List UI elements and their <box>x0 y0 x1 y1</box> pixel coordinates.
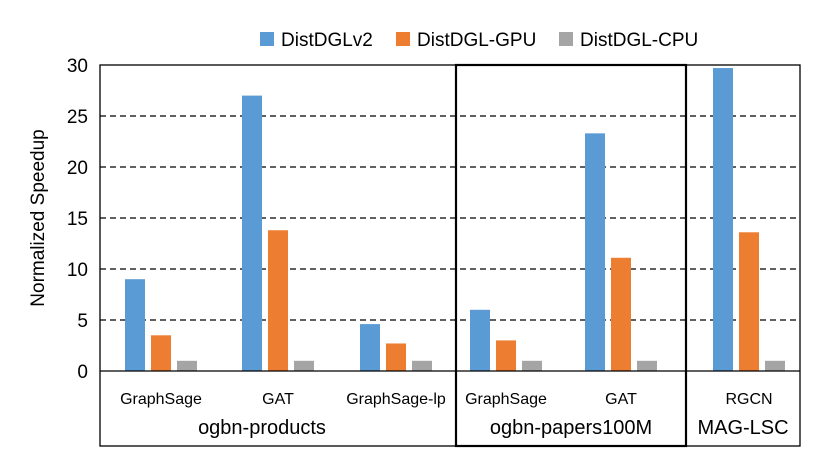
group-frame-mag-lsc <box>685 64 801 447</box>
group-labels: ogbn-products ogbn-papers100M MAG-LSC <box>198 417 789 439</box>
bar-distdglv2-0 <box>125 279 145 371</box>
bar-distdglv2-2 <box>360 324 380 371</box>
y-tick-label: 20 <box>67 158 88 179</box>
bar-distdgl-gpu-3 <box>496 340 516 371</box>
bar-distdgl-cpu-0 <box>177 360 197 371</box>
bar-distdglv2-5 <box>713 68 733 371</box>
bar-distdgl-cpu-4 <box>637 360 657 371</box>
legend-swatch-distdglv2 <box>260 32 274 46</box>
category-labels: GraphSage GAT GraphSage-lp GraphSage GAT RGCN <box>120 391 772 408</box>
group-label: MAG-LSC <box>697 417 788 439</box>
category-label: GraphSage-lp <box>346 391 446 408</box>
category-label: GAT <box>605 391 637 408</box>
legend-swatch-distdgl-gpu <box>396 32 410 46</box>
category-label: GraphSage <box>465 391 547 408</box>
y-tick-label: 10 <box>67 260 88 281</box>
bar-distdgl-cpu-1 <box>294 360 314 371</box>
bar-distdglv2-4 <box>585 133 605 371</box>
group-label: ogbn-papers100M <box>490 417 652 439</box>
bar-distdgl-cpu-2 <box>412 360 432 371</box>
bar-distdgl-gpu-1 <box>268 230 288 371</box>
bar-distdgl-gpu-2 <box>386 343 406 371</box>
bar-distdgl-cpu-3 <box>522 360 542 371</box>
legend: DistDGLv2 DistDGL-GPU DistDGL-CPU <box>260 30 698 51</box>
category-label: GAT <box>262 391 294 408</box>
legend-label-distdgl-gpu: DistDGL-GPU <box>417 30 536 51</box>
group-label: ogbn-products <box>198 417 326 439</box>
y-axis-label: Normalized Speedup <box>28 129 49 306</box>
category-label: RGCN <box>725 391 772 408</box>
bar-distdgl-cpu-5 <box>765 360 785 371</box>
y-tick-label: 15 <box>67 209 88 230</box>
y-tick-label: 25 <box>67 107 88 128</box>
y-tick-label: 0 <box>77 362 88 383</box>
bar-distdgl-gpu-4 <box>611 257 631 371</box>
bar-distdglv2-1 <box>242 95 262 371</box>
gridlines <box>100 115 800 321</box>
category-label: GraphSage <box>120 391 202 408</box>
group-frames <box>99 63 801 448</box>
y-tick-label: 30 <box>67 56 88 77</box>
group-frame-ogbn-papers100m <box>454 63 688 448</box>
bar-distdglv2-3 <box>470 309 490 371</box>
y-tick-labels: 0 5 10 15 20 25 30 <box>67 56 88 383</box>
bar-distdgl-gpu-0 <box>151 335 171 371</box>
legend-swatch-distdgl-cpu <box>559 32 573 46</box>
bars <box>125 68 785 371</box>
legend-label-distdglv2: DistDGLv2 <box>281 30 373 51</box>
legend-label-distdgl-cpu: DistDGL-CPU <box>580 30 698 51</box>
bar-distdgl-gpu-5 <box>739 232 759 371</box>
y-tick-label: 5 <box>77 311 88 332</box>
